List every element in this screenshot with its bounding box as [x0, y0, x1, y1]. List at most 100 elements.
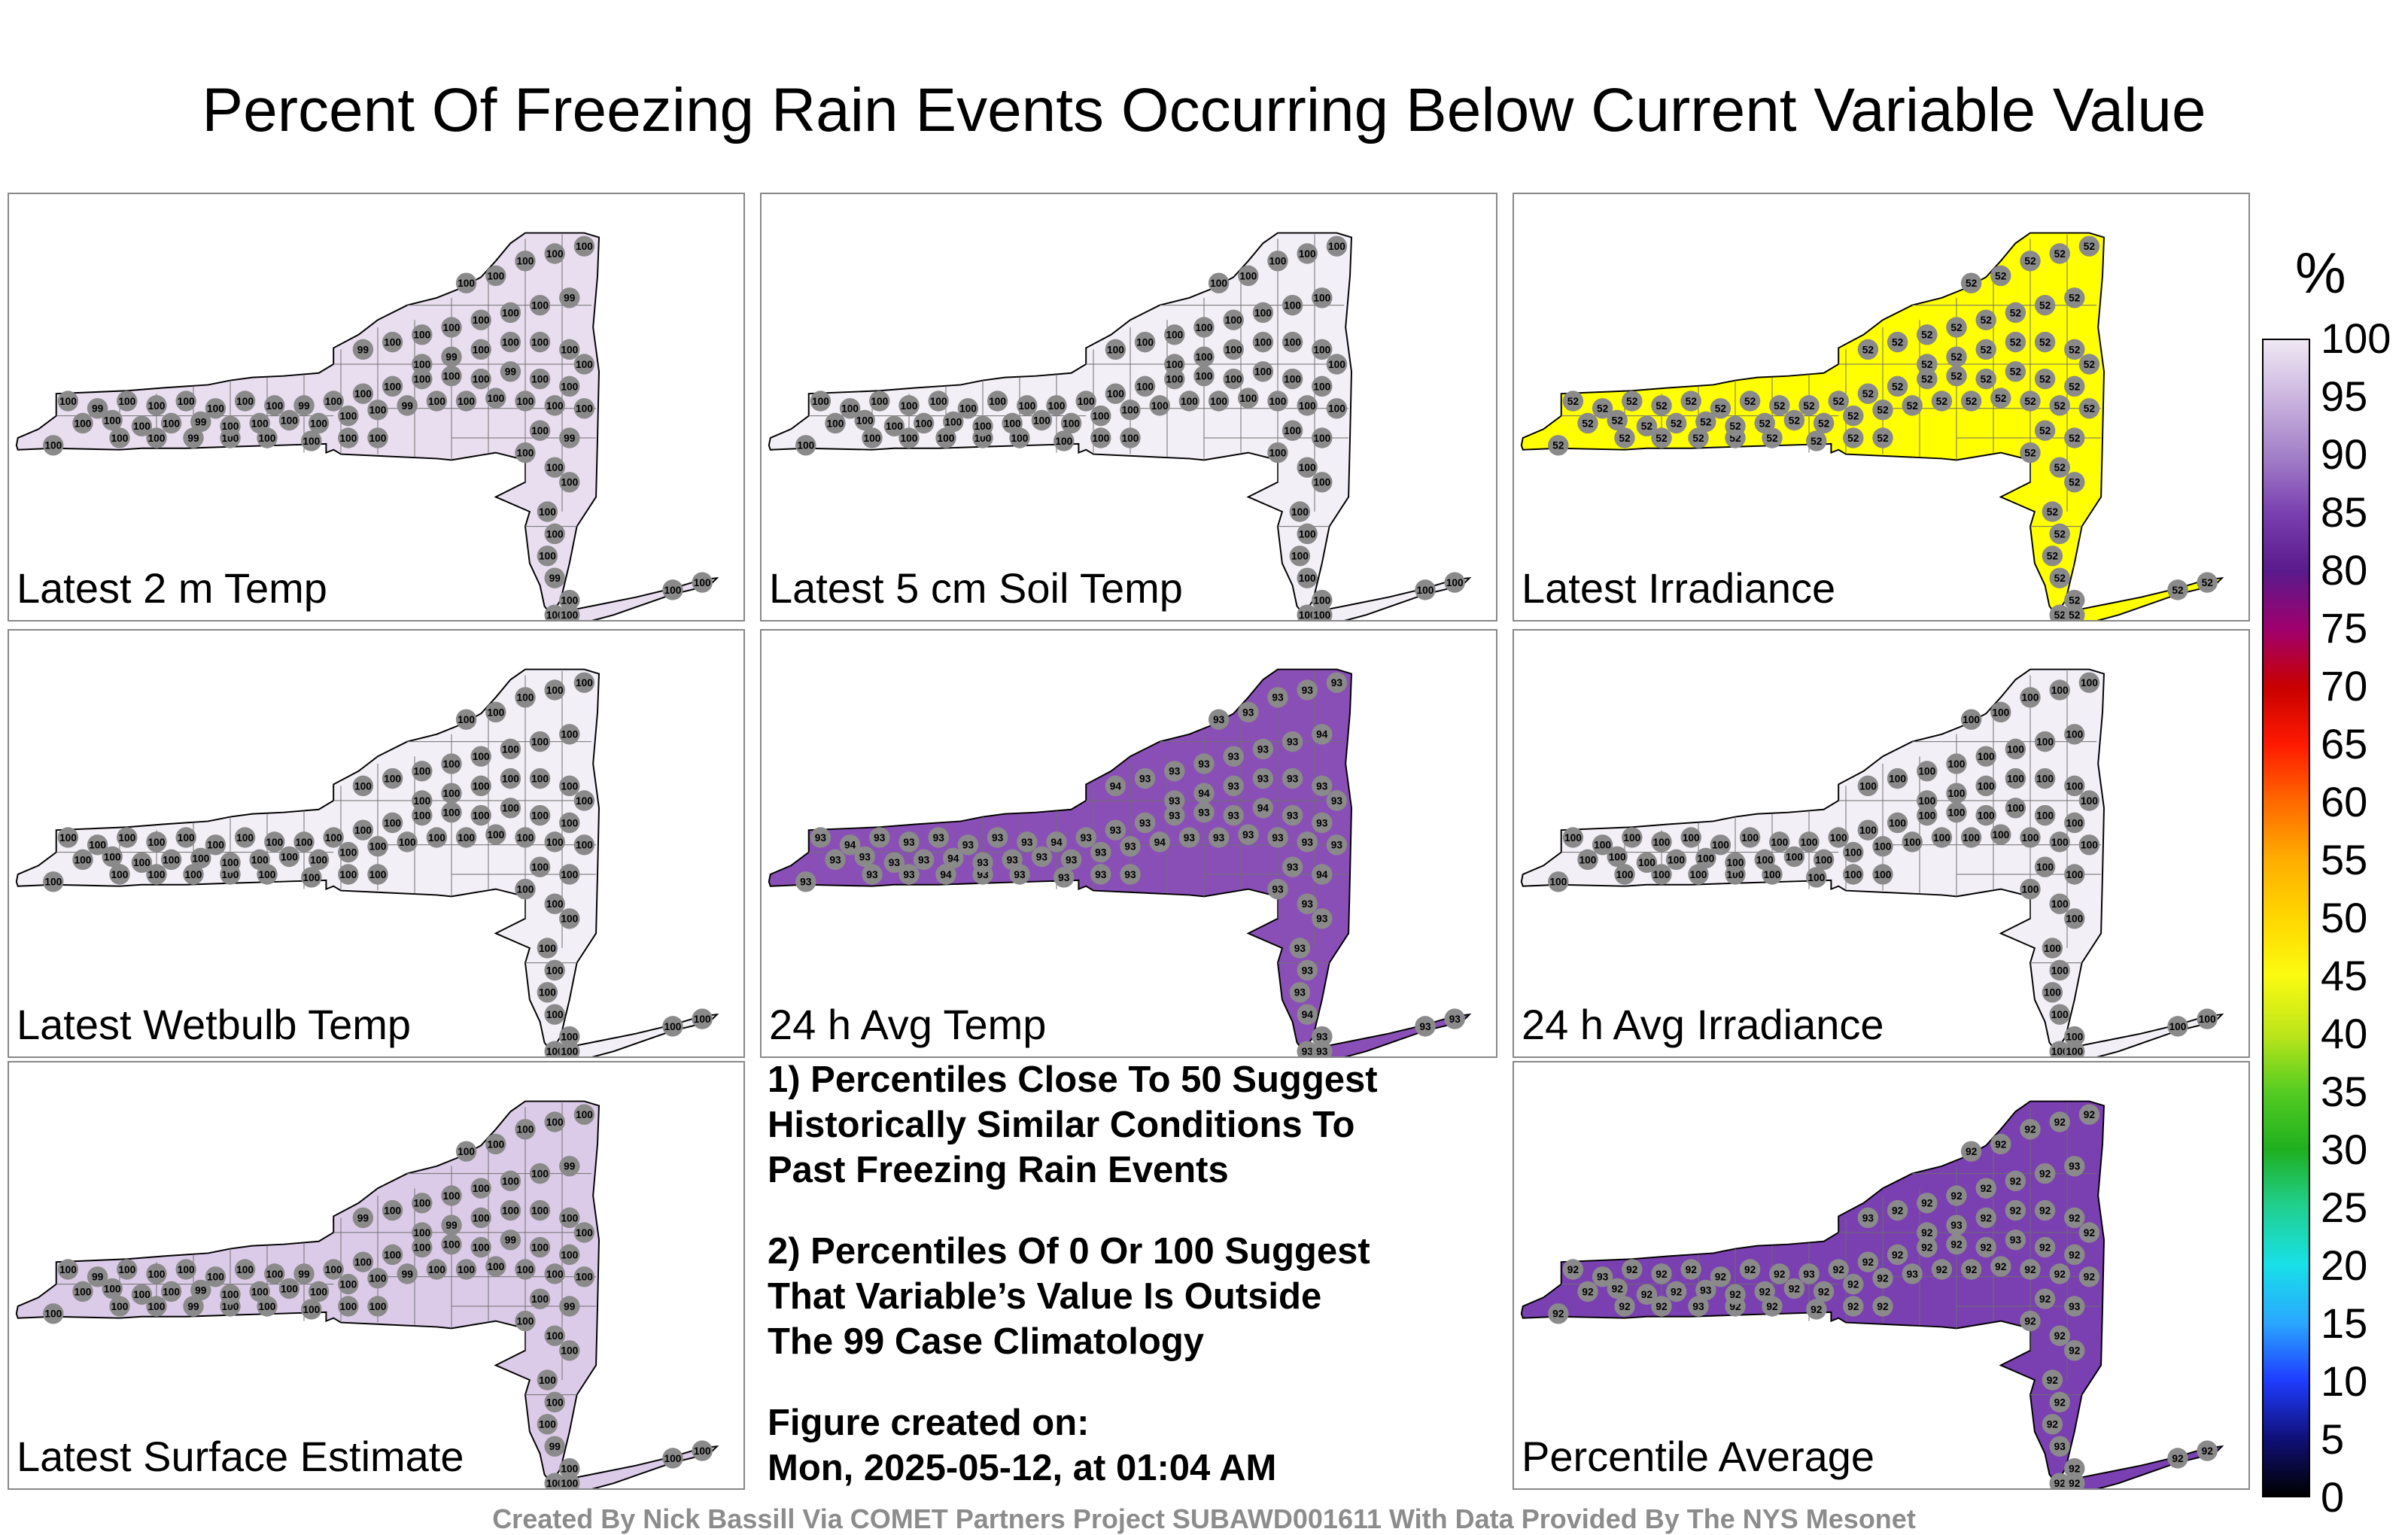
station-marker — [1680, 827, 1701, 848]
station-value: 93 — [1294, 943, 1306, 954]
station-value: 100 — [487, 393, 504, 404]
ny-state-map: 100 100 100 100 100 100 100 100 100 100 100 100 100 1… — [15, 668, 719, 1056]
station-value: 100 — [502, 307, 519, 318]
note-2-line: That Variable’s Value Is Outside — [768, 1276, 1322, 1317]
station-marker — [1622, 827, 1643, 848]
station-value: 100 — [1889, 774, 1906, 785]
station-marker — [537, 938, 558, 959]
station-value: 100 — [539, 506, 556, 518]
station-value: 100 — [1741, 832, 1759, 843]
figure-title: Percent Of Freezing Rain Events Occurrin… — [202, 76, 2206, 144]
station-value: 100 — [2081, 840, 2098, 851]
station-value: 52 — [2047, 551, 2059, 562]
station-value: 100 — [281, 1283, 298, 1294]
station-marker — [529, 1288, 551, 1309]
station-marker — [1725, 852, 1746, 874]
station-marker — [1828, 391, 1849, 412]
station-value: 100 — [413, 1242, 430, 1254]
station-marker — [412, 1236, 433, 1258]
station-marker — [883, 415, 905, 437]
note-2: 2) Percentiles Of 0 Or 100 Suggest That … — [768, 1229, 1490, 1364]
station-marker — [2049, 567, 2070, 588]
station-marker — [1592, 398, 1613, 419]
station-value: 100 — [2044, 987, 2061, 999]
station-marker — [544, 959, 565, 981]
panel-label: Latest Surface Estimate — [17, 1433, 464, 1480]
station-value: 100 — [546, 1117, 564, 1128]
station-marker — [515, 251, 536, 272]
station-value: 100 — [531, 1242, 549, 1254]
station-value: 100 — [384, 381, 401, 392]
station-value: 100 — [546, 837, 564, 848]
station-value: 100 — [1978, 751, 1995, 762]
station-marker — [1267, 878, 1288, 900]
station-marker — [869, 827, 890, 848]
station-value: 100 — [2007, 803, 2024, 814]
station-marker — [441, 346, 462, 367]
station-value: 100 — [413, 766, 430, 777]
station-marker — [1931, 1259, 1953, 1280]
colorbar-tick-label: 10 — [2321, 1357, 2368, 1405]
station-value: 100 — [487, 1261, 504, 1272]
station-value: 100 — [1313, 293, 1330, 304]
station-value: 52 — [1692, 433, 1704, 444]
station-value: 100 — [546, 1397, 564, 1408]
station-marker — [1282, 856, 1303, 877]
station-value: 100 — [413, 330, 430, 341]
station-marker — [1297, 679, 1318, 701]
station-value: 100 — [1933, 832, 1950, 843]
station-marker — [278, 1278, 300, 1299]
station-marker — [1813, 1281, 1835, 1302]
station-marker — [146, 427, 167, 448]
station-marker — [1267, 442, 1288, 464]
station-value: 100 — [664, 1453, 682, 1464]
station-value: 100 — [59, 1264, 77, 1275]
station-marker — [131, 852, 153, 874]
station-marker — [544, 457, 565, 478]
station-value: 93 — [1014, 869, 1026, 880]
station-marker — [1164, 790, 1185, 811]
station-marker — [301, 1299, 322, 1320]
station-value: 100 — [1048, 400, 1066, 412]
station-value: 100 — [812, 396, 829, 407]
station-marker — [1017, 395, 1038, 416]
station-value: 92 — [1981, 1242, 1993, 1254]
station-value: 92 — [1582, 1286, 1594, 1297]
station-value: 100 — [458, 1146, 475, 1157]
station-value: 52 — [1921, 374, 1933, 385]
station-value: 52 — [1862, 344, 1874, 355]
station-marker — [854, 409, 875, 431]
station-marker — [2049, 831, 2070, 853]
station-value: 100 — [531, 1205, 549, 1217]
station-value: 100 — [502, 1175, 519, 1187]
station-value: 100 — [1328, 359, 1345, 370]
station-value: 94 — [947, 853, 959, 864]
station-marker — [1312, 775, 1333, 797]
station-marker — [1872, 864, 1893, 885]
station-value: 100 — [901, 433, 918, 444]
station-marker — [1252, 768, 1274, 789]
station-value: 100 — [1196, 371, 1213, 382]
station-marker — [2064, 472, 2085, 493]
station-marker — [485, 701, 506, 723]
station-value: 52 — [2047, 506, 2059, 518]
station-marker — [1090, 405, 1111, 427]
station-value: 100 — [222, 857, 239, 868]
station-value: 100 — [576, 1227, 593, 1239]
station-value: 100 — [1844, 869, 1862, 880]
station-marker — [2049, 1004, 2070, 1025]
station-marker — [1710, 1266, 1732, 1287]
station-value: 100 — [1033, 415, 1050, 426]
station-value: 93 — [992, 832, 1004, 843]
station-marker — [1282, 768, 1303, 789]
station-marker — [382, 768, 403, 789]
station-marker — [1134, 331, 1156, 353]
station-value: 100 — [1225, 344, 1242, 355]
station-value: 92 — [1966, 1264, 1978, 1275]
station-value: 100 — [384, 1205, 401, 1217]
station-value: 93 — [918, 854, 930, 865]
station-value: 100 — [1786, 851, 1803, 862]
station-value: 100 — [561, 1032, 578, 1043]
station-value: 100 — [517, 1124, 534, 1135]
station-marker — [1562, 1259, 1584, 1280]
